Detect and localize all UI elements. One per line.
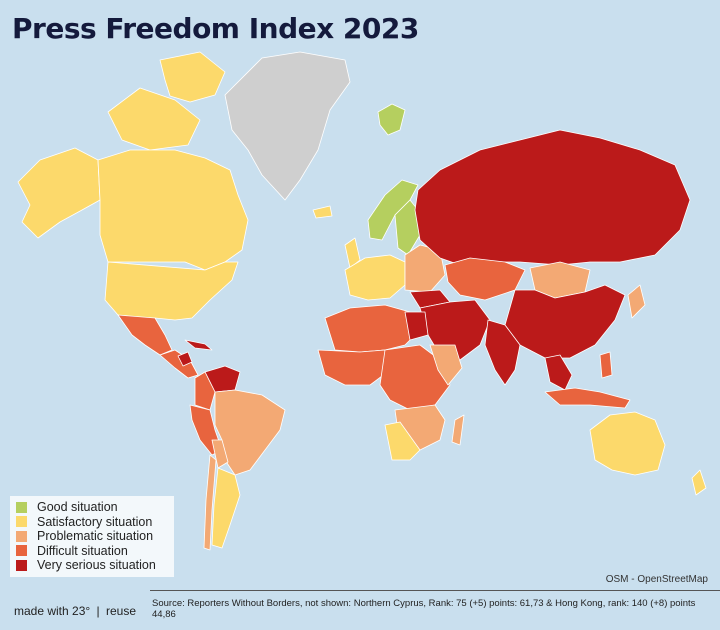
region-canada-arctic-2 xyxy=(107,87,201,151)
legend-item-satisfactory: Satisfactory situation xyxy=(16,515,168,530)
region-kazakhstan xyxy=(444,257,526,301)
region-west-africa xyxy=(317,349,391,386)
map-attribution: OSM - OpenStreetMap xyxy=(605,574,708,585)
legend-item-good: Good situation xyxy=(16,500,168,515)
reuse-link[interactable]: reuse xyxy=(105,604,137,618)
region-alaska xyxy=(17,147,101,239)
legend-swatch xyxy=(16,559,27,571)
legend-label: Very serious situation xyxy=(37,558,156,573)
legend-swatch xyxy=(16,530,27,542)
legend-swatch xyxy=(16,501,27,513)
legend-label: Difficult situation xyxy=(37,543,128,558)
footer-divider xyxy=(150,590,720,591)
region-se-asia xyxy=(544,354,573,391)
region-russia xyxy=(414,129,691,266)
region-egypt xyxy=(404,311,429,341)
region-south-africa xyxy=(384,421,421,461)
region-japan xyxy=(627,284,646,319)
region-brazil xyxy=(214,389,286,476)
region-canada-arctic xyxy=(159,51,226,103)
legend-item-problematic: Problematic situation xyxy=(16,529,168,544)
region-central-america xyxy=(159,349,199,379)
region-horn-africa xyxy=(429,344,463,386)
map-legend: Good situation Satisfactory situation Pr… xyxy=(10,496,174,577)
legend-swatch xyxy=(16,545,27,557)
region-australia xyxy=(589,411,666,476)
region-colombia xyxy=(194,371,216,411)
region-madagascar xyxy=(451,414,465,446)
legend-label: Satisfactory situation xyxy=(37,514,153,529)
world-map xyxy=(17,51,707,551)
footer-separator: | xyxy=(96,604,100,618)
page-title: Press Freedom Index 2023 xyxy=(12,12,419,45)
region-svalbard xyxy=(377,103,406,136)
legend-label: Good situation xyxy=(37,500,118,515)
region-usa xyxy=(104,261,239,321)
legend-swatch xyxy=(16,516,27,528)
made-with-credit: made with 23° | reuse xyxy=(14,604,136,618)
region-indonesia xyxy=(544,387,631,409)
region-philippines xyxy=(599,351,613,379)
region-cuba xyxy=(184,339,213,351)
region-eastern-europe xyxy=(404,244,446,293)
region-chile xyxy=(203,454,217,551)
footer: made with 23° | reuse Source: Reporters … xyxy=(0,590,720,630)
legend-label: Problematic situation xyxy=(37,529,154,544)
made-with-link[interactable]: made with 23° xyxy=(14,604,91,618)
region-china xyxy=(504,284,626,359)
region-greenland xyxy=(224,51,351,201)
region-nicaragua xyxy=(177,351,193,367)
region-uk xyxy=(344,237,361,269)
legend-item-difficult: Difficult situation xyxy=(16,544,168,559)
region-iceland xyxy=(312,205,333,219)
region-bolivia xyxy=(211,439,229,469)
region-canada xyxy=(97,149,249,271)
legend-item-very-serious: Very serious situation xyxy=(16,558,168,573)
source-note: Source: Reporters Without Borders, not s… xyxy=(152,598,696,620)
region-argentina xyxy=(211,467,241,549)
region-mexico xyxy=(117,314,173,356)
region-new-zealand xyxy=(691,469,707,496)
region-india xyxy=(484,319,521,386)
